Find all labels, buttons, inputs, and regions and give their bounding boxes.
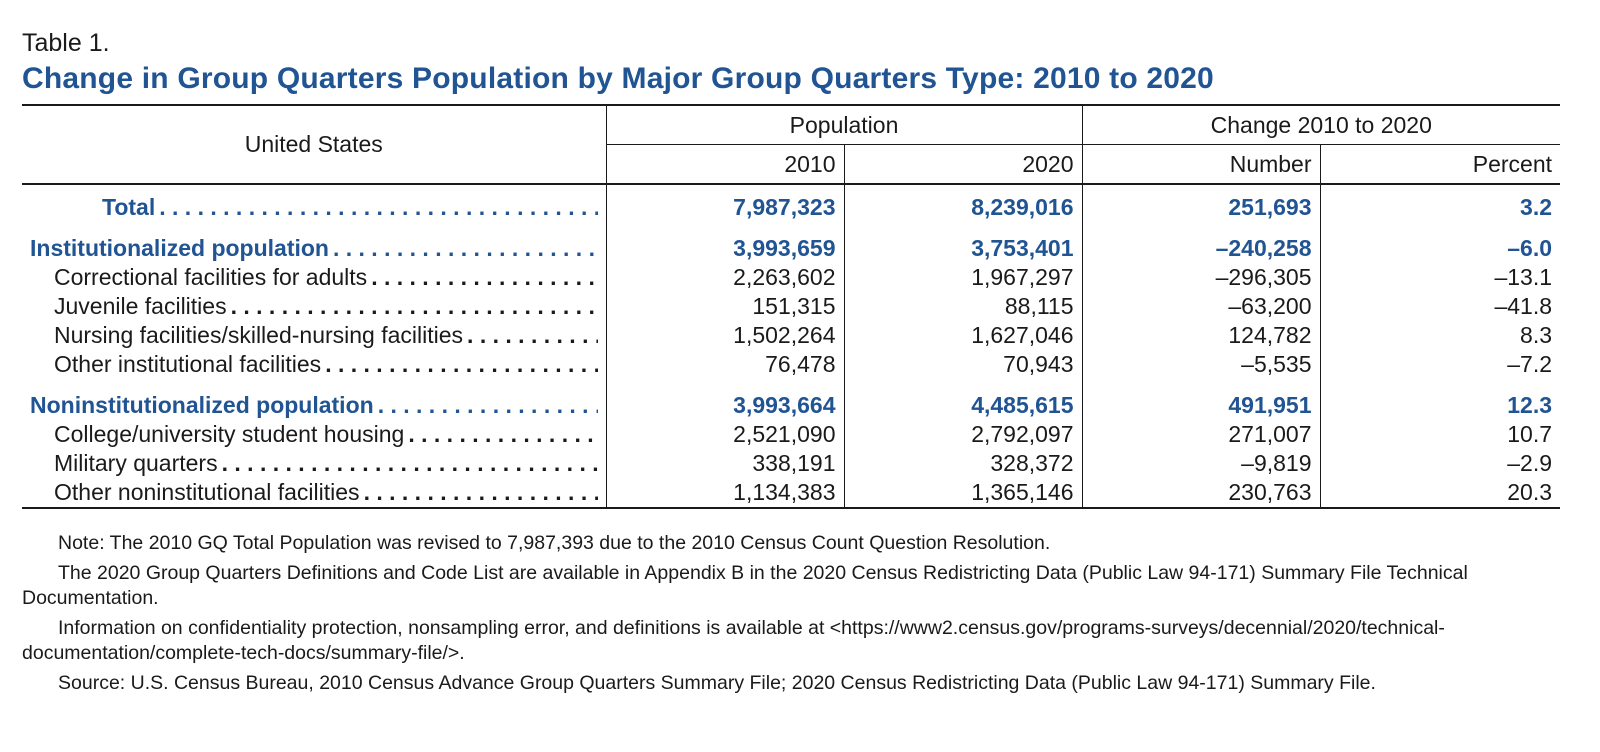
row-label: Institutionalized population: [30, 235, 329, 261]
table-row: Other noninstitutional facilities 1,134,…: [22, 478, 1561, 509]
table-title: Change in Group Quarters Population by M…: [22, 62, 1214, 95]
row-label: Correctional facilities for adults: [54, 264, 368, 290]
cell-2010: 1,134,383: [605, 478, 844, 509]
table-row: Correctional facilities for adults 2,263…: [22, 263, 1561, 292]
table-row-institutionalized: Institutionalized population 3,993,659 3…: [22, 234, 1561, 263]
cell-percent: –7.2: [1319, 350, 1561, 379]
cell-2010: 76,478: [605, 350, 844, 379]
cell-2010: 1,502,264: [605, 321, 844, 350]
data-table: United States Population Change 2010 to …: [22, 104, 1561, 509]
row-label: Other noninstitutional facilities: [54, 479, 360, 505]
cell-number: 124,782: [1081, 321, 1321, 350]
cell-2010: 2,521,090: [605, 420, 844, 449]
note-source: Source: U.S. Census Bureau, 2010 Census …: [58, 672, 1376, 694]
cell-number: 271,007: [1081, 420, 1321, 449]
cell-2020: 4,485,615: [843, 391, 1083, 420]
note-definitions: The 2020 Group Quarters Definitions and …: [22, 562, 1468, 609]
table-row-noninstitutionalized: Noninstitutionalized population 3,993,66…: [22, 391, 1561, 420]
cell-percent: 20.3: [1319, 478, 1561, 509]
dot-leader: [325, 351, 597, 378]
geography-header: United States: [22, 105, 606, 185]
col-header-2010: 2010: [605, 144, 844, 185]
cell-2020: 70,943: [843, 350, 1083, 379]
cell-percent: –2.9: [1319, 449, 1561, 478]
cell-percent: 3.2: [1319, 184, 1561, 222]
table-row-total: Total 7,987,323 8,239,016 251,693 3.2: [22, 184, 1561, 222]
dot-leader: [159, 194, 597, 221]
cell-2020: 1,627,046: [843, 321, 1083, 350]
cell-number: 230,763: [1081, 478, 1321, 509]
dot-leader: [364, 479, 598, 506]
dot-leader: [408, 421, 597, 448]
cell-2020: 328,372: [843, 449, 1083, 478]
cell-percent: –13.1: [1319, 263, 1561, 292]
col-header-2020: 2020: [843, 144, 1083, 185]
row-label: Nursing facilities/skilled-nursing facil…: [54, 322, 464, 348]
table-row: Juvenile facilities 151,315 88,115 –63,2…: [22, 292, 1561, 321]
table-label: Table 1.: [22, 29, 110, 57]
population-group-header: Population: [605, 105, 1083, 145]
cell-2010: 2,263,602: [605, 263, 844, 292]
cell-2020: 1,967,297: [843, 263, 1083, 292]
cell-2010: 7,987,323: [605, 184, 844, 222]
dot-leader: [371, 264, 597, 291]
cell-percent: 8.3: [1319, 321, 1561, 350]
cell-number: –296,305: [1081, 263, 1321, 292]
cell-number: –5,535: [1081, 350, 1321, 379]
cell-number: –63,200: [1081, 292, 1321, 321]
cell-percent: –41.8: [1319, 292, 1561, 321]
cell-number: 251,693: [1081, 184, 1321, 222]
cell-number: –9,819: [1081, 449, 1321, 478]
row-label: College/university student housing: [54, 421, 405, 447]
header-row-columns: 2010 2020 Number Percent: [22, 144, 1561, 185]
cell-2010: 3,993,659: [605, 234, 844, 263]
dot-leader: [378, 392, 598, 419]
change-group-header: Change 2010 to 2020: [1081, 105, 1561, 145]
cell-number: –240,258: [1081, 234, 1321, 263]
cell-2020: 88,115: [843, 292, 1083, 321]
note-confidentiality: Information on confidentiality protectio…: [22, 617, 1445, 664]
cell-2010: 3,993,664: [605, 391, 844, 420]
table-row: Military quarters 338,191 328,372 –9,819…: [22, 449, 1561, 478]
cell-2020: 1,365,146: [843, 478, 1083, 509]
table-row: Other institutional facilities 76,478 70…: [22, 350, 1561, 379]
row-label: Noninstitutionalized population: [30, 392, 374, 418]
row-spacer: [22, 379, 1561, 391]
row-label: Juvenile facilities: [54, 293, 227, 319]
cell-percent: –6.0: [1319, 234, 1561, 263]
cell-number: 491,951: [1081, 391, 1321, 420]
cell-2010: 338,191: [605, 449, 844, 478]
table-page: Table 1. Change in Group Quarters Popula…: [22, 28, 1562, 701]
cell-percent: 12.3: [1319, 391, 1561, 420]
col-header-percent: Percent: [1319, 144, 1561, 185]
cell-2020: 3,753,401: [843, 234, 1083, 263]
row-label: Total: [102, 194, 156, 220]
row-label: Military quarters: [54, 450, 218, 476]
dot-leader: [333, 235, 598, 262]
table-row: Nursing facilities/skilled-nursing facil…: [22, 321, 1561, 350]
header-row-groups: United States Population Change 2010 to …: [22, 105, 1561, 185]
dot-leader: [467, 322, 597, 349]
cell-2020: 2,792,097: [843, 420, 1083, 449]
cell-2010: 151,315: [605, 292, 844, 321]
table-notes: Note: The 2010 GQ Total Population was r…: [22, 531, 1562, 696]
cell-percent: 10.7: [1319, 420, 1561, 449]
row-label: Other institutional facilities: [54, 351, 322, 377]
col-header-number: Number: [1081, 144, 1321, 185]
row-spacer: [22, 222, 1561, 234]
dot-leader: [222, 450, 598, 477]
dot-leader: [231, 293, 598, 320]
cell-2020: 8,239,016: [843, 184, 1083, 222]
note-revision: Note: The 2010 GQ Total Population was r…: [58, 532, 1051, 554]
table-row: College/university student housing 2,521…: [22, 420, 1561, 449]
